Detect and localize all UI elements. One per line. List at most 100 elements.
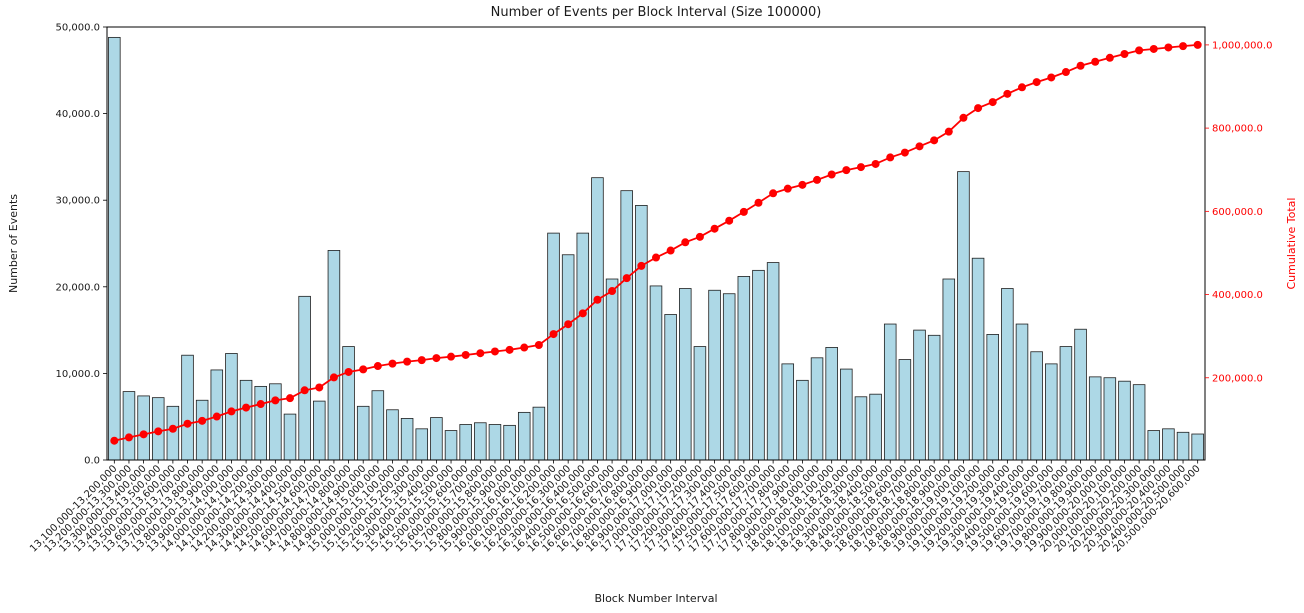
x-axis-title: Block Number Interval [594, 592, 717, 605]
bar [1015, 323, 1029, 461]
cumulative-point [505, 345, 514, 354]
cumulative-point [549, 330, 558, 339]
bar [561, 254, 575, 461]
cumulative-point [124, 433, 133, 442]
cumulative-point [608, 287, 617, 296]
cumulative-point [959, 113, 968, 122]
bar [693, 346, 707, 461]
bar [927, 334, 941, 461]
bar [1132, 384, 1146, 461]
bar [957, 171, 970, 461]
bar [459, 424, 472, 461]
bar [181, 354, 194, 461]
cumulative-point [813, 175, 822, 184]
bar [576, 232, 590, 461]
cumulative-point [139, 430, 148, 439]
cumulative-point [344, 367, 353, 376]
cumulative-point [476, 349, 485, 358]
cumulative-point [564, 320, 573, 329]
cumulative-point [871, 159, 880, 168]
cumulative-point [827, 170, 836, 179]
cumulative-point [578, 309, 587, 318]
cumulative-point [1164, 43, 1173, 52]
bar [1088, 376, 1102, 461]
cumulative-point [710, 224, 719, 233]
bar [766, 262, 780, 461]
cumulative-point [988, 98, 997, 107]
y-right-tick-label: 400,000.0 [1212, 290, 1263, 301]
cumulative-point [1105, 53, 1114, 62]
cumulative-point [1047, 73, 1056, 82]
cumulative-point [1149, 44, 1158, 53]
bar [1059, 346, 1073, 461]
y-left-tick-label: 10,000.0 [55, 369, 100, 380]
cumulative-point [1076, 61, 1085, 70]
bar [1147, 430, 1161, 461]
cumulative-point [1120, 50, 1129, 59]
bar [1103, 377, 1117, 461]
cumulative-point [1018, 83, 1026, 92]
bar [722, 293, 736, 461]
cumulative-point [842, 166, 851, 175]
bar [356, 405, 370, 461]
cumulative-point [329, 373, 338, 382]
bar [649, 285, 663, 461]
bar [810, 357, 824, 461]
cumulative-point [520, 343, 529, 352]
bar [122, 391, 136, 461]
bar [708, 289, 721, 461]
bar [971, 257, 985, 461]
cumulative-point [198, 416, 207, 425]
bar [503, 424, 516, 461]
y-left-tick-label: 20,000.0 [55, 282, 100, 293]
bar [488, 424, 502, 461]
cumulative-point [1061, 68, 1070, 77]
bar [430, 417, 443, 461]
bar [386, 409, 399, 461]
y-right-tick-label: 600,000.0 [1212, 207, 1263, 218]
cumulative-point [798, 180, 807, 189]
cumulative-point [490, 347, 499, 356]
bar [796, 379, 809, 461]
y-right-axis-title: Cumulative Total [1285, 198, 1298, 290]
cumulative-point [447, 352, 456, 361]
bar [620, 190, 633, 461]
bar [591, 177, 604, 461]
cumulative-point [388, 359, 397, 368]
cumulative-point [652, 253, 660, 262]
bar [942, 278, 956, 461]
cumulative-point [168, 424, 177, 433]
bar [883, 323, 897, 461]
bar [342, 346, 355, 461]
cumulative-point [212, 412, 221, 421]
cumulative-point [856, 163, 865, 172]
cumulative-point [315, 383, 324, 392]
bar [679, 288, 692, 461]
cumulative-point [403, 357, 412, 366]
bar [269, 383, 282, 461]
chart-title: Number of Events per Block Interval (Siz… [491, 5, 822, 20]
cumulative-point [725, 216, 734, 225]
cumulative-point [622, 274, 631, 283]
cumulative-point [271, 396, 280, 405]
bar [869, 393, 882, 461]
bar [825, 347, 838, 461]
cumulative-point [754, 198, 763, 207]
cumulative-point [300, 386, 309, 395]
bar [1074, 328, 1087, 461]
bar [137, 395, 150, 461]
bar [1045, 363, 1058, 461]
y-right-tick-label: 200,000.0 [1212, 373, 1263, 384]
bar [195, 399, 209, 461]
y-left-tick-label: 30,000.0 [55, 196, 100, 207]
bar [283, 413, 297, 461]
bar [898, 359, 912, 461]
cumulative-point [110, 436, 119, 445]
cumulative-point [1032, 78, 1041, 87]
cumulative-point [695, 232, 704, 241]
cumulative-point [1003, 89, 1012, 98]
bar [781, 363, 795, 461]
bar [400, 418, 414, 461]
cumulative-point [154, 427, 163, 436]
